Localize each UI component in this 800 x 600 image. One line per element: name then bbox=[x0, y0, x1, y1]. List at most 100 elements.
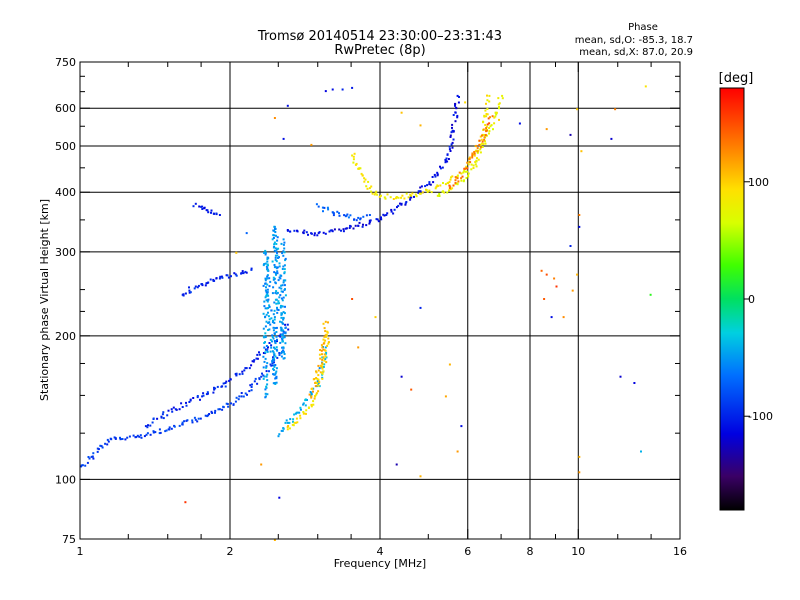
echo-point bbox=[156, 417, 159, 420]
echo-point bbox=[306, 399, 308, 401]
echo-point bbox=[162, 417, 165, 420]
trace-point bbox=[452, 130, 455, 133]
trace-point bbox=[319, 357, 322, 360]
echo-point bbox=[232, 403, 235, 406]
echo-point bbox=[265, 345, 268, 347]
echo-point bbox=[210, 211, 212, 214]
echo-point bbox=[271, 238, 274, 241]
echo-point bbox=[307, 233, 309, 236]
scattered-point bbox=[580, 150, 583, 153]
trace-point bbox=[331, 230, 334, 233]
echo-point bbox=[269, 338, 272, 341]
echo-point bbox=[313, 234, 316, 237]
echo-point bbox=[452, 184, 455, 187]
trace-point bbox=[201, 283, 204, 286]
echo-point bbox=[464, 170, 467, 173]
echo-point bbox=[430, 191, 433, 194]
echo-point bbox=[456, 175, 459, 178]
trace-point bbox=[282, 238, 285, 241]
y-tick-label: 400 bbox=[55, 186, 76, 199]
echo-point bbox=[354, 163, 357, 166]
echo-point bbox=[448, 184, 451, 187]
echo-point bbox=[495, 111, 498, 114]
echo-point bbox=[336, 210, 339, 213]
echo-point bbox=[309, 391, 312, 393]
echo-point bbox=[275, 370, 278, 373]
echo-point bbox=[264, 262, 267, 265]
echo-point bbox=[241, 270, 244, 273]
echo-point bbox=[196, 420, 199, 423]
trace-point bbox=[410, 196, 413, 199]
echo-point bbox=[270, 346, 273, 349]
echo-point bbox=[451, 146, 454, 149]
echo-point bbox=[323, 353, 326, 356]
scattered-point bbox=[286, 104, 289, 107]
trace-point bbox=[230, 275, 232, 278]
echo-point bbox=[214, 411, 216, 414]
echo-point bbox=[275, 331, 278, 333]
scattered-point bbox=[460, 425, 463, 428]
echo-point bbox=[267, 329, 270, 331]
echo-point bbox=[324, 330, 327, 333]
echo-point bbox=[181, 421, 184, 424]
trace-point bbox=[317, 232, 320, 235]
echo-point bbox=[283, 251, 286, 254]
echo-point bbox=[323, 349, 326, 352]
scattered-point bbox=[419, 475, 422, 478]
echo-point bbox=[281, 346, 284, 349]
echo-point bbox=[274, 347, 276, 350]
echo-point bbox=[489, 125, 492, 128]
echo-point bbox=[193, 287, 196, 290]
trace-point bbox=[419, 190, 422, 193]
echo-point bbox=[267, 264, 269, 267]
echo-point bbox=[107, 440, 110, 443]
echo-point bbox=[281, 322, 284, 325]
echo-point bbox=[170, 408, 173, 411]
trace-point bbox=[224, 382, 227, 384]
scattered-point bbox=[571, 289, 574, 292]
echo-point bbox=[199, 417, 202, 420]
echo-point bbox=[205, 393, 208, 396]
echo-point bbox=[489, 116, 491, 119]
echo-point bbox=[276, 266, 279, 269]
echo-point bbox=[273, 271, 276, 274]
echo-point bbox=[158, 428, 161, 431]
echo-point bbox=[269, 280, 272, 283]
echo-point bbox=[276, 248, 278, 251]
echo-point bbox=[212, 391, 215, 394]
echo-point bbox=[266, 379, 269, 382]
echo-point bbox=[313, 232, 316, 235]
echo-point bbox=[463, 169, 466, 172]
echo-point bbox=[296, 421, 299, 424]
x-axis-label: Frequency [MHz] bbox=[334, 557, 426, 570]
echo-point bbox=[352, 161, 355, 164]
scattered-point bbox=[278, 496, 281, 499]
echo-point bbox=[268, 342, 271, 344]
echo-point bbox=[244, 270, 247, 273]
echo-point bbox=[321, 353, 323, 356]
trace-point bbox=[160, 415, 163, 418]
echo-point bbox=[501, 97, 504, 100]
echo-point bbox=[449, 188, 452, 191]
echo-point bbox=[397, 196, 400, 199]
trace-point bbox=[201, 395, 204, 398]
trace-point bbox=[302, 402, 305, 405]
echo-point bbox=[299, 406, 302, 409]
trace-point bbox=[167, 428, 170, 431]
echo-point bbox=[96, 450, 99, 453]
echo-point bbox=[265, 265, 268, 268]
echo-point bbox=[126, 436, 129, 439]
echo-point bbox=[252, 360, 255, 363]
echo-point bbox=[269, 323, 272, 326]
echo-point bbox=[298, 411, 301, 414]
echo-point bbox=[263, 335, 265, 338]
trace-point bbox=[321, 346, 324, 349]
echo-point bbox=[273, 318, 276, 321]
echo-point bbox=[264, 325, 267, 328]
echo-point bbox=[264, 357, 267, 360]
echo-point bbox=[435, 185, 438, 188]
echo-point bbox=[266, 307, 269, 310]
echo-point bbox=[271, 260, 274, 263]
echo-point bbox=[283, 336, 286, 339]
